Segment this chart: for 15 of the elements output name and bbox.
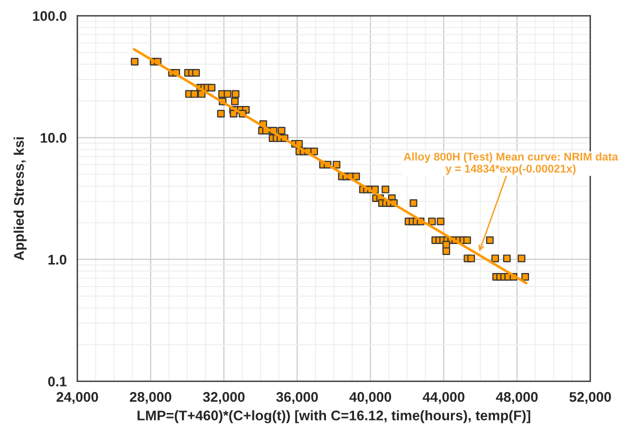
y-tick-label: 1.0 bbox=[48, 254, 66, 265]
x-tick-label: 24,000 bbox=[56, 392, 98, 404]
y-tick-label: 100.0 bbox=[33, 11, 66, 21]
x-tick-label: 36,000 bbox=[276, 392, 318, 404]
x-tick-label: 32,000 bbox=[202, 392, 245, 404]
x-tick-label: 48,000 bbox=[496, 392, 538, 404]
x-tick-label: 52,000 bbox=[569, 392, 611, 404]
x-axis-title: LMP=(T+460)*(C+log(t)) [with C=16.12, time(hours), temp(F)] bbox=[138, 410, 530, 424]
x-tick-label: 40,000 bbox=[349, 392, 392, 404]
y-tick-label: 10.0 bbox=[40, 132, 66, 143]
annotation: Alloy 800H (Test) Mean curve: NRIM data y = 14834*exp(-0.00021x) bbox=[404, 152, 618, 175]
x-tick-label: 44,000 bbox=[422, 392, 464, 404]
x-tick-label: 28,000 bbox=[130, 392, 172, 404]
y-axis-title: Applied Stress, ksi bbox=[14, 137, 27, 260]
y-tick-label: 0.1 bbox=[48, 376, 67, 386]
